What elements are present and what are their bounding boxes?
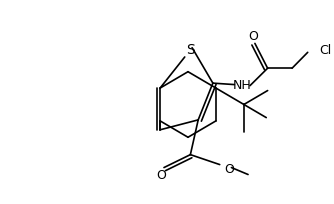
Text: Cl: Cl <box>319 44 332 57</box>
Text: O: O <box>248 30 258 43</box>
Text: S: S <box>186 43 195 57</box>
Text: NH: NH <box>233 79 252 92</box>
Text: O: O <box>224 163 234 176</box>
Text: O: O <box>156 169 166 182</box>
